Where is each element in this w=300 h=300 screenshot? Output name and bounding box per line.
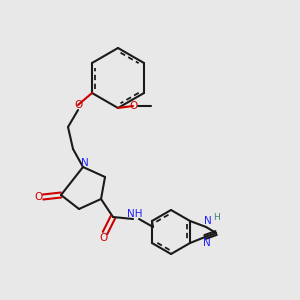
Text: N: N bbox=[204, 216, 212, 226]
Text: NH: NH bbox=[127, 209, 143, 219]
Text: O: O bbox=[74, 100, 82, 110]
Text: O: O bbox=[99, 233, 107, 243]
Text: N: N bbox=[203, 238, 211, 248]
Text: O: O bbox=[34, 192, 42, 202]
Text: N: N bbox=[81, 158, 89, 168]
Text: H: H bbox=[213, 212, 219, 221]
Text: O: O bbox=[129, 101, 137, 111]
